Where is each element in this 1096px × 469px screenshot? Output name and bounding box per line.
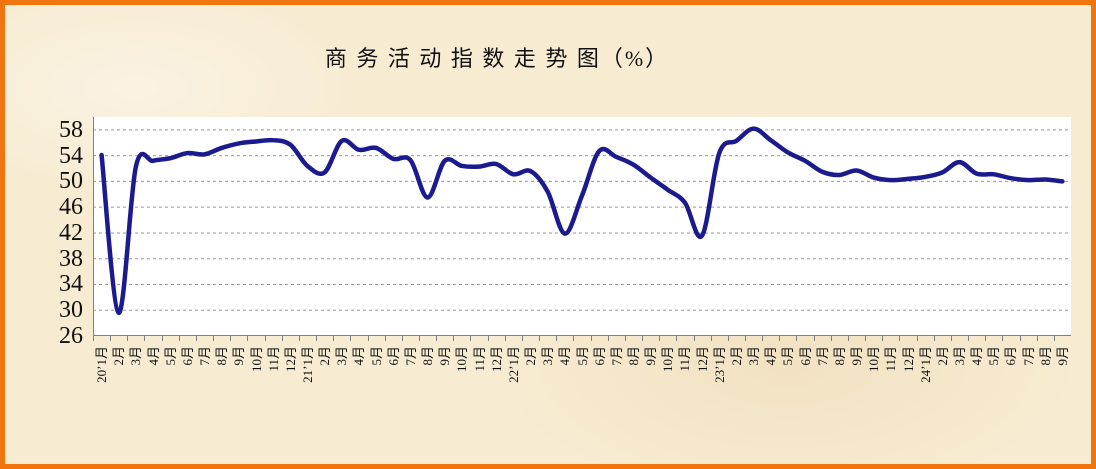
x-axis-label: 11月 (677, 346, 693, 372)
x-axis-label: 7月 (608, 346, 624, 366)
x-axis-label: 5月 (162, 346, 178, 366)
x-axis-label: 4月 (763, 346, 779, 366)
x-axis-label: 5月 (780, 346, 796, 366)
x-axis-label: 5月 (574, 346, 590, 366)
x-axis-label: 3月 (334, 346, 350, 366)
x-axis-label: 4月 (557, 346, 573, 366)
x-axis-label: 12月 (488, 346, 504, 373)
y-axis-label: 30 (59, 297, 83, 324)
y-axis-label: 50 (59, 168, 83, 195)
x-axis-label: 9月 (849, 346, 865, 366)
x-axis-label: 4月 (351, 346, 367, 366)
chart-svg (93, 117, 1072, 341)
x-axis-label: 12月 (282, 346, 298, 373)
x-axis-label: 12月 (900, 346, 916, 373)
x-axis-label: 2月 (728, 346, 744, 366)
x-axis-label: 10月 (248, 346, 264, 373)
business-activity-line (99, 126, 1065, 316)
x-axis-label: 10月 (866, 346, 882, 373)
x-axis-label: 11月 (883, 346, 899, 372)
x-axis-label: 3月 (746, 346, 762, 366)
x-axis-label: 8月 (1037, 346, 1053, 366)
x-axis-label: 2月 (111, 346, 127, 366)
x-axis-label: 7月 (197, 346, 213, 366)
x-axis-label: 6月 (1003, 346, 1019, 366)
x-axis-label: 8月 (625, 346, 641, 366)
x-axis-label: 8月 (831, 346, 847, 366)
y-axis-label: 54 (59, 142, 83, 169)
x-axis-label: 9月 (437, 346, 453, 366)
x-axis-label: 6月 (385, 346, 401, 366)
y-axis-label: 26 (59, 323, 83, 349)
x-axis-label: 2月 (523, 346, 539, 366)
x-axis-label: 8月 (420, 346, 436, 366)
x-axis-label: 4月 (145, 346, 161, 366)
x-axis-label: 3月 (951, 346, 967, 366)
chart-title: 商 务 活 动 指 数 走 势 图（%） (324, 46, 670, 71)
x-axis-label: 11月 (265, 346, 281, 372)
x-axis-label: 21’1月 (299, 346, 315, 383)
y-axis-label: 42 (59, 219, 83, 246)
x-axis-label: 3月 (128, 346, 144, 366)
x-axis-label: 23’1月 (711, 346, 727, 383)
x-axis-label: 10月 (660, 346, 676, 373)
x-axis-label: 9月 (1054, 346, 1070, 366)
x-axis-label: 3月 (540, 346, 556, 366)
x-axis-label: 12月 (694, 346, 710, 373)
x-axis-label: 9月 (231, 346, 247, 366)
plot-area (93, 117, 1072, 348)
x-axis-label: 10月 (454, 346, 470, 373)
x-axis-label: 2月 (317, 346, 333, 366)
x-axis-label: 11月 (471, 346, 487, 372)
x-axis-label: 7月 (402, 346, 418, 366)
y-axis-label: 58 (59, 116, 83, 143)
x-axis-label: 7月 (814, 346, 830, 366)
x-axis-label: 7月 (1020, 346, 1036, 366)
x-axis-label: 24’1月 (917, 346, 933, 383)
x-axis-label: 6月 (179, 346, 195, 366)
x-axis-label: 20’1月 (94, 346, 110, 383)
x-axis-label: 6月 (591, 346, 607, 366)
y-axis-label: 34 (59, 271, 83, 298)
x-axis-label: 5月 (986, 346, 1002, 366)
x-axis-label: 6月 (797, 346, 813, 366)
y-axis-label: 46 (59, 194, 83, 221)
x-axis-label: 5月 (368, 346, 384, 366)
x-axis-label: 4月 (969, 346, 985, 366)
x-axis-label: 2月 (934, 346, 950, 366)
x-axis-label: 8月 (214, 346, 230, 366)
y-axis-label: 38 (59, 245, 83, 272)
plot-background (93, 117, 1071, 336)
x-axis-label: 9月 (643, 346, 659, 366)
x-axis-label: 22’1月 (505, 346, 521, 383)
